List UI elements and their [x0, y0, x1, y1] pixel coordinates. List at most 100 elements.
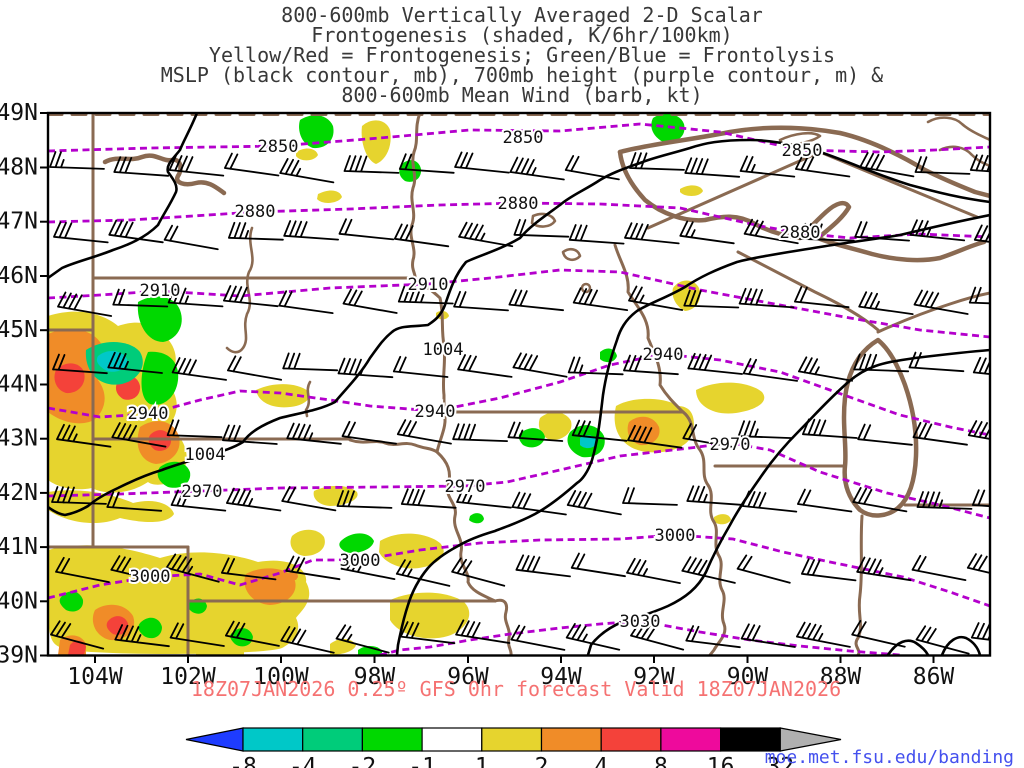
contour-value-label: 1004 [185, 445, 226, 465]
shaded-region-yellow [680, 185, 703, 196]
lat-tick-label: 40N [0, 588, 38, 614]
wind-barb [859, 292, 913, 314]
contour-value-label: 2850 [258, 137, 299, 157]
wind-barb [458, 355, 512, 377]
wind-barb [797, 623, 850, 647]
colorbar-tick-label: -2 [349, 754, 377, 768]
lat-tick-label: 48N [0, 155, 38, 181]
colorbar-segment-springgreen [303, 728, 363, 751]
contour-value-label: 2940 [415, 402, 456, 422]
shaded-region-yellow [296, 148, 318, 160]
wind-barb [971, 155, 1024, 174]
wind-barb [568, 491, 621, 515]
wind-barb [512, 493, 566, 515]
wind-barb [627, 559, 680, 583]
wind-barb [682, 557, 735, 583]
contour-value-label: 3000 [655, 526, 696, 546]
wind-barb [400, 154, 454, 173]
border-wi-mi [738, 252, 878, 330]
contour-value-label: 2940 [643, 345, 684, 365]
lat-tick-label: 41N [0, 534, 38, 560]
shaded-region-yellow [314, 486, 358, 506]
leech-lake [563, 249, 580, 260]
wind-barb [224, 286, 278, 306]
wind-barb [680, 221, 734, 243]
colorbar-segment-red [601, 728, 661, 751]
wind-barb [972, 623, 1024, 644]
wind-barb [395, 224, 449, 246]
wind-barb [968, 554, 1021, 580]
mslp-contour-bump-1 [888, 641, 928, 655]
border-mn-wi-river [615, 245, 683, 412]
wind-barb [454, 292, 508, 311]
lat-tick-label: 45N [0, 317, 38, 343]
colorbar-segment-cyan [243, 728, 303, 751]
lat-tick-label: 46N [0, 263, 38, 289]
ontario-shore-1 [928, 118, 990, 140]
wind-barb [284, 221, 338, 240]
lat-tick-label: 42N [0, 480, 38, 506]
frontogenesis-chart: 800-600mb Vertically Averaged 2-D Scalar… [0, 0, 1024, 768]
wind-barb [453, 424, 507, 441]
wind-barb [742, 624, 795, 647]
contour-value-label: 3000 [130, 567, 171, 587]
wind-barb [344, 290, 397, 314]
colorbar-tick-label: -1 [408, 754, 436, 768]
wind-barb [802, 559, 856, 580]
chart-title: 800-600mb Vertically Averaged 2-D Scalar… [161, 3, 883, 107]
colorbar-left-arrow [186, 728, 243, 751]
colorbar-segment-white [422, 728, 482, 751]
wind-barb [913, 556, 966, 580]
wind-barb [744, 359, 798, 381]
wind-barb [452, 558, 504, 585]
wind-barb [686, 626, 740, 647]
border-red-river [411, 113, 420, 278]
wind-barb [516, 555, 570, 576]
wind-barb [569, 357, 623, 374]
shaded-region-yellow [696, 383, 764, 414]
contour-value-label: 2940 [128, 404, 169, 424]
weather-map-page: 800-600mb Vertically Averaged 2-D Scalar… [0, 0, 1024, 768]
wind-barb [630, 153, 684, 170]
credit-link[interactable]: moe.met.fsu.edu/banding [765, 747, 1014, 768]
colorbar-tick-label: 1 [475, 754, 489, 768]
wind-barb [743, 491, 797, 511]
shaded-region-yellow [291, 530, 325, 556]
wind-barb [974, 358, 1024, 378]
wind-barb [623, 488, 677, 505]
colorbar-tick-label: 16 [707, 754, 735, 768]
contour-value-label: 3030 [620, 612, 661, 632]
shaded-region-yellow [714, 514, 731, 524]
wind-barb [969, 421, 1022, 445]
wind-barb [970, 288, 1024, 305]
wind-barb [566, 156, 619, 180]
wind-barb [855, 222, 909, 241]
wind-barb [509, 290, 563, 310]
wind-barb [229, 223, 283, 240]
wind-barb [738, 555, 790, 582]
wind-barb [570, 225, 624, 244]
wind-barb [339, 359, 393, 378]
contour-value-label: 2850 [782, 141, 823, 161]
contour-value-label: 2880 [235, 202, 276, 222]
contour-value-label: 2910 [408, 275, 449, 295]
wind-barb [687, 486, 741, 505]
wind-barb [858, 425, 912, 445]
colorbar-tick-label: -4 [289, 754, 317, 768]
contour-value-label: 2850 [503, 128, 544, 148]
wind-barb [165, 226, 218, 250]
lat-tick-label: 39N [0, 643, 38, 669]
map-area: 2850285028502880288028802910291029402940… [48, 113, 1024, 655]
latitude-axis: 49N48N47N46N45N44N43N42N41N40N39N [0, 100, 48, 669]
lat-tick-label: 44N [0, 372, 38, 398]
contour-value-label: 3000 [340, 551, 381, 571]
wind-barb [54, 222, 108, 242]
contour-value-label: 1004 [423, 340, 464, 360]
wind-barb [798, 490, 852, 512]
colorbar: -8-4-2-112481632 [186, 728, 841, 768]
colorbar-tick-label: 2 [535, 754, 549, 768]
forecast-valid-text: 18Z07JAN2026 0.25º GFS 0hr forecast Vali… [191, 677, 841, 701]
wind-barb [459, 223, 512, 247]
wind-barb [513, 353, 566, 377]
wind-barb [227, 489, 281, 511]
